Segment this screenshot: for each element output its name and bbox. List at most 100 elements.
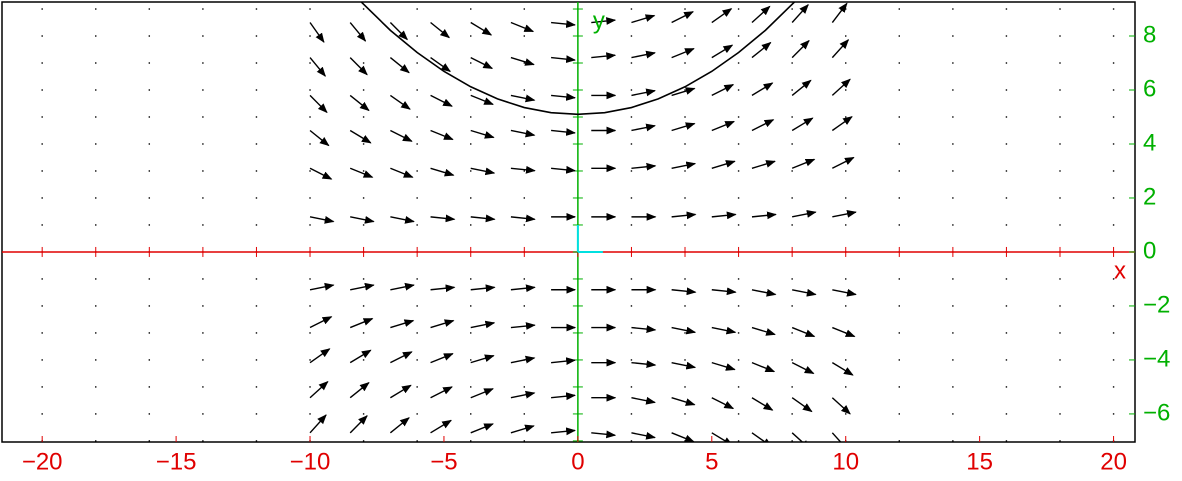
grid-dot bbox=[309, 116, 311, 118]
grid-dot bbox=[1112, 278, 1115, 280]
grid-dot bbox=[630, 278, 633, 280]
grid-dot bbox=[791, 332, 793, 334]
grid-dot bbox=[845, 8, 847, 10]
grid-dot bbox=[952, 35, 954, 37]
grid-dot bbox=[255, 305, 258, 307]
grid-dot bbox=[845, 116, 847, 118]
y-tick-label: 6 bbox=[1143, 75, 1156, 102]
grid-dot bbox=[1005, 143, 1008, 145]
grid-dot bbox=[1005, 197, 1008, 199]
grid-dot bbox=[1059, 197, 1061, 199]
field-arrow bbox=[510, 390, 536, 399]
grid-dot bbox=[416, 359, 418, 361]
grid-dot bbox=[684, 197, 686, 199]
grid-dot bbox=[95, 8, 97, 10]
field-arrow bbox=[591, 17, 617, 25]
grid-dot bbox=[737, 359, 740, 361]
field-arrow bbox=[791, 326, 816, 338]
field-arrow bbox=[631, 360, 657, 369]
grid-dot bbox=[255, 35, 258, 37]
grid-dot bbox=[523, 143, 526, 145]
grid-dot bbox=[148, 8, 151, 10]
grid-dot bbox=[255, 278, 258, 280]
grid-dot bbox=[362, 116, 365, 118]
grid-dot bbox=[95, 305, 97, 307]
grid-dot bbox=[41, 359, 43, 361]
grid-dot bbox=[362, 143, 365, 145]
grid-dot bbox=[416, 332, 418, 334]
grid-dot bbox=[898, 116, 900, 118]
grid-dot bbox=[41, 413, 43, 415]
field-arrow bbox=[631, 14, 656, 24]
grid-dot bbox=[1059, 116, 1061, 118]
field-arrow bbox=[309, 380, 329, 399]
grid-dot bbox=[737, 413, 740, 415]
grid-dot bbox=[148, 305, 151, 307]
x-tick-label: −15 bbox=[156, 448, 197, 475]
field-arrow bbox=[791, 158, 816, 169]
field-arrow bbox=[832, 326, 856, 338]
field-arrow bbox=[470, 320, 496, 329]
field-arrow bbox=[751, 397, 774, 411]
field-arrow bbox=[711, 8, 733, 24]
grid-dot bbox=[523, 305, 526, 307]
field-arrow bbox=[350, 282, 375, 291]
field-arrow bbox=[470, 423, 494, 434]
grid-dot bbox=[523, 197, 526, 199]
grid-dot bbox=[523, 224, 526, 226]
grid-dot bbox=[1059, 386, 1061, 388]
field-arrow bbox=[349, 57, 368, 76]
field-arrow bbox=[510, 284, 536, 293]
grid-dot bbox=[791, 413, 793, 415]
field-arrow bbox=[430, 214, 456, 223]
field-arrow bbox=[510, 322, 536, 330]
field-arrow bbox=[309, 414, 327, 434]
field-arrow bbox=[551, 128, 576, 136]
grid-dot bbox=[791, 35, 793, 37]
field-arrow bbox=[430, 386, 453, 399]
grid-dot bbox=[416, 35, 418, 37]
grid-dot bbox=[684, 143, 686, 145]
field-arrow bbox=[510, 214, 536, 223]
grid-dot bbox=[95, 440, 97, 442]
grid-dot bbox=[898, 386, 900, 388]
y-tick-label: −6 bbox=[1143, 399, 1170, 426]
grid-dot bbox=[255, 89, 258, 91]
grid-dot bbox=[148, 143, 151, 145]
grid-dot bbox=[1005, 170, 1008, 172]
grid-dot bbox=[95, 413, 97, 415]
field-arrow bbox=[751, 361, 776, 373]
field-arrow bbox=[470, 129, 495, 139]
grid-dot bbox=[630, 224, 633, 226]
grid-dot bbox=[202, 413, 204, 415]
grid-dot bbox=[1112, 62, 1115, 64]
grid-dot bbox=[791, 440, 793, 442]
grid-dot bbox=[41, 224, 43, 226]
grid-dot bbox=[1112, 359, 1115, 361]
field-arrow bbox=[510, 129, 536, 138]
field-arrow bbox=[390, 384, 412, 399]
x-tick-label: 0 bbox=[571, 448, 584, 475]
field-arrow bbox=[389, 22, 408, 41]
grid-dot bbox=[470, 224, 472, 226]
grid-dot bbox=[523, 170, 526, 172]
grid-dot bbox=[416, 197, 418, 199]
grid-dot bbox=[41, 386, 43, 388]
grid-dot bbox=[684, 359, 686, 361]
grid-dot bbox=[791, 386, 793, 388]
field-arrow bbox=[349, 129, 372, 144]
x-tick-label: 15 bbox=[966, 448, 993, 475]
grid-dot bbox=[523, 116, 526, 118]
grid-dot bbox=[630, 62, 633, 64]
grid-dot bbox=[684, 278, 686, 280]
grid-dot bbox=[1112, 170, 1115, 172]
grid-dot bbox=[148, 359, 151, 361]
field-arrow bbox=[751, 288, 777, 297]
field-arrow bbox=[551, 427, 576, 436]
grid-dot bbox=[309, 305, 311, 307]
plot-layer bbox=[2, 2, 1135, 442]
grid-dot bbox=[898, 359, 900, 361]
grid-dot bbox=[523, 62, 526, 64]
grid-dot bbox=[1059, 305, 1061, 307]
grid-dot bbox=[416, 440, 418, 442]
